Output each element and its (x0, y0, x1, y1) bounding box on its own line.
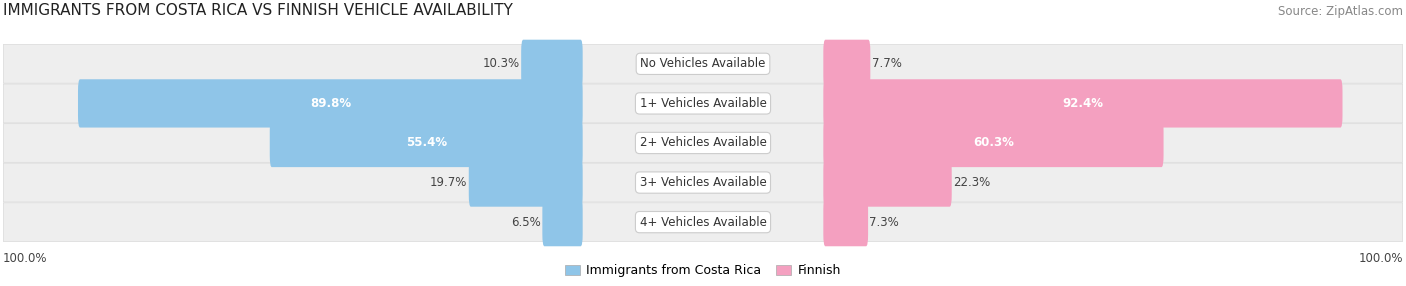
Text: 10.3%: 10.3% (482, 57, 520, 70)
Text: 22.3%: 22.3% (953, 176, 990, 189)
FancyBboxPatch shape (3, 124, 1403, 162)
FancyBboxPatch shape (824, 40, 870, 88)
Legend: Immigrants from Costa Rica, Finnish: Immigrants from Costa Rica, Finnish (560, 259, 846, 282)
Text: 55.4%: 55.4% (406, 136, 447, 150)
Text: 100.0%: 100.0% (3, 252, 48, 265)
Text: 7.3%: 7.3% (869, 216, 900, 229)
Text: No Vehicles Available: No Vehicles Available (640, 57, 766, 70)
FancyBboxPatch shape (3, 44, 1403, 83)
FancyBboxPatch shape (824, 119, 1164, 167)
Text: 7.7%: 7.7% (872, 57, 901, 70)
Text: IMMIGRANTS FROM COSTA RICA VS FINNISH VEHICLE AVAILABILITY: IMMIGRANTS FROM COSTA RICA VS FINNISH VE… (3, 3, 513, 18)
FancyBboxPatch shape (3, 84, 1403, 123)
Text: 2+ Vehicles Available: 2+ Vehicles Available (640, 136, 766, 150)
Text: 1+ Vehicles Available: 1+ Vehicles Available (640, 97, 766, 110)
Text: 3+ Vehicles Available: 3+ Vehicles Available (640, 176, 766, 189)
Text: 60.3%: 60.3% (973, 136, 1014, 150)
FancyBboxPatch shape (3, 163, 1403, 202)
FancyBboxPatch shape (270, 119, 582, 167)
FancyBboxPatch shape (77, 79, 582, 128)
Text: 6.5%: 6.5% (512, 216, 541, 229)
Text: 92.4%: 92.4% (1063, 97, 1104, 110)
FancyBboxPatch shape (824, 79, 1343, 128)
FancyBboxPatch shape (543, 198, 582, 246)
Text: Source: ZipAtlas.com: Source: ZipAtlas.com (1278, 5, 1403, 18)
Text: 19.7%: 19.7% (430, 176, 467, 189)
Text: 100.0%: 100.0% (1358, 252, 1403, 265)
FancyBboxPatch shape (522, 40, 582, 88)
FancyBboxPatch shape (824, 198, 868, 246)
FancyBboxPatch shape (468, 158, 582, 207)
FancyBboxPatch shape (824, 158, 952, 207)
FancyBboxPatch shape (3, 203, 1403, 241)
Text: 89.8%: 89.8% (309, 97, 352, 110)
Text: 4+ Vehicles Available: 4+ Vehicles Available (640, 216, 766, 229)
